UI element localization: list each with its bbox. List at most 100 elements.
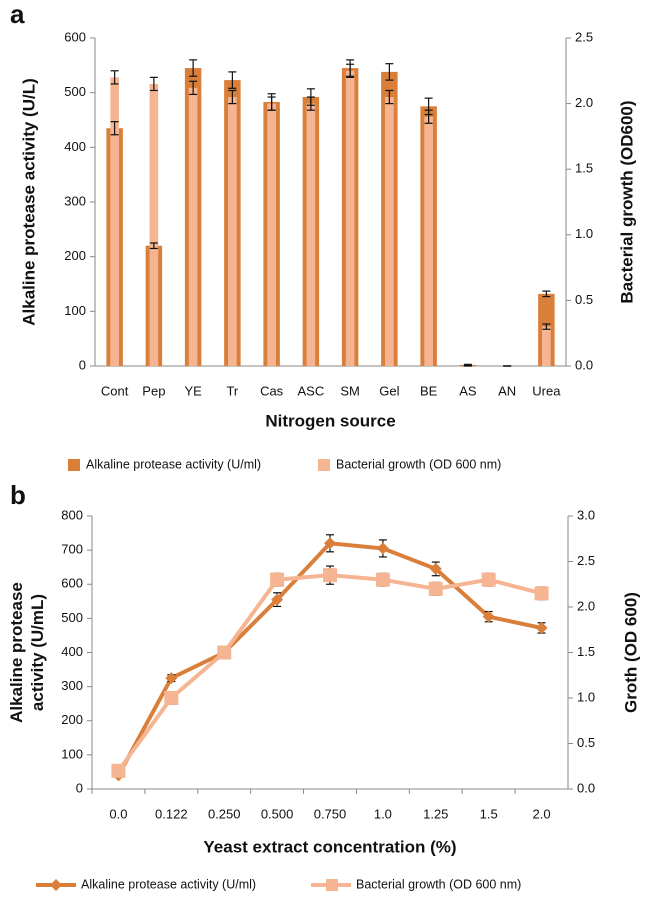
y-tick-label: 400 xyxy=(61,644,83,659)
bar xyxy=(267,103,276,366)
y2-tick-label: 0.0 xyxy=(577,780,595,795)
error-bar xyxy=(306,96,315,111)
x-tick-label: SM xyxy=(340,383,360,398)
marker xyxy=(375,572,390,587)
y-tick-label: 100 xyxy=(61,746,83,761)
y-tick-label: 200 xyxy=(61,712,83,727)
error-bar xyxy=(228,71,237,89)
bar xyxy=(110,77,119,367)
marker xyxy=(164,691,179,705)
legend-label: Alkaline protease activity (U/ml) xyxy=(81,877,256,891)
legend-label: Bacterial growth (OD 600 nm) xyxy=(336,457,501,471)
y2-tick-label: 1.5 xyxy=(577,644,595,659)
y-tick-label: 200 xyxy=(64,248,86,263)
x-tick-label: Urea xyxy=(532,383,561,398)
panel-label: b xyxy=(10,480,26,510)
error-bar xyxy=(110,121,119,136)
y-tick-label: 100 xyxy=(64,303,86,318)
error-bar xyxy=(149,242,158,250)
error-bar xyxy=(346,63,355,78)
error-bar xyxy=(228,89,237,105)
y-tick-label: 600 xyxy=(61,576,83,591)
x-tick-label: 1.25 xyxy=(423,806,448,821)
legend-label: Alkaline protease activity (U/ml) xyxy=(86,457,261,471)
error-bar xyxy=(267,96,276,111)
x-tick-label: 0.250 xyxy=(208,806,241,821)
y-tick-label: 500 xyxy=(61,610,83,625)
marker xyxy=(271,593,284,606)
y-tick-label: 600 xyxy=(64,29,86,44)
marker xyxy=(165,672,178,685)
error-bar xyxy=(189,80,198,96)
marker xyxy=(428,581,443,596)
error-bar xyxy=(463,363,472,367)
bar xyxy=(228,97,237,366)
bar xyxy=(345,70,355,367)
legend-marker xyxy=(50,879,62,891)
x-tick-label: AS xyxy=(459,383,477,398)
x-axis-title: Yeast extract concentration (%) xyxy=(203,837,456,856)
y-tick-label: 300 xyxy=(61,678,83,693)
bar xyxy=(149,83,159,367)
x-tick-label: Pep xyxy=(142,383,165,398)
legend-marker xyxy=(326,879,338,891)
x-tick-label: AN xyxy=(498,383,516,398)
x-tick-label: 0.500 xyxy=(261,806,294,821)
x-tick-label: Cont xyxy=(101,383,129,398)
y2-tick-label: 2.0 xyxy=(577,598,595,613)
marker xyxy=(535,621,548,634)
legend-label: Bacterial growth (OD 600 nm) xyxy=(356,877,521,891)
y-tick-label: 400 xyxy=(64,139,86,154)
marker xyxy=(324,537,336,550)
x-tick-label: 0.750 xyxy=(314,806,347,821)
y-axis-title: activity (U/mL) xyxy=(28,594,47,711)
bar xyxy=(385,97,394,366)
y-tick-label: 800 xyxy=(61,507,83,522)
legend-swatch xyxy=(68,459,80,471)
marker xyxy=(323,568,337,583)
error-bar xyxy=(385,63,394,81)
error-bar xyxy=(385,89,394,105)
marker xyxy=(482,610,495,623)
marker xyxy=(481,572,496,587)
bar xyxy=(542,326,551,366)
error-bar xyxy=(110,70,119,85)
marker xyxy=(376,542,389,555)
x-tick-label: ASC xyxy=(298,383,325,398)
bar xyxy=(188,87,198,366)
x-tick-label: Tr xyxy=(226,383,238,398)
bar xyxy=(424,116,433,366)
y2-tick-label: 1.5 xyxy=(575,161,593,176)
marker xyxy=(534,586,549,601)
y2-tick-label: 1.0 xyxy=(575,226,593,241)
x-tick-label: 2.0 xyxy=(533,806,551,821)
marker xyxy=(429,562,442,575)
x-tick-label: YE xyxy=(184,383,202,398)
error-bar xyxy=(542,290,551,298)
x-tick-label: Cas xyxy=(260,383,284,398)
y-tick-label: 0 xyxy=(79,357,86,372)
y2-axis-title: Groth (OD 600) xyxy=(621,592,640,713)
y2-tick-label: 0.0 xyxy=(575,357,593,372)
y2-tick-label: 0.5 xyxy=(577,735,595,750)
bar xyxy=(306,103,316,366)
y2-tick-label: 2.5 xyxy=(577,553,595,568)
x-tick-label: Gel xyxy=(379,383,399,398)
error-bar xyxy=(149,76,158,92)
marker xyxy=(111,763,126,778)
y-tick-label: 500 xyxy=(64,84,86,99)
y-axis-title: Alkaline protease xyxy=(7,582,26,723)
error-bar xyxy=(189,59,198,77)
marker xyxy=(270,572,285,587)
y2-tick-label: 2.0 xyxy=(575,95,593,110)
error-bar xyxy=(424,109,433,124)
y-tick-label: 700 xyxy=(61,542,83,557)
y2-axis-title: Bacterial growth (OD600) xyxy=(617,100,636,303)
y2-tick-label: 1.0 xyxy=(577,689,595,704)
y-axis-title: Alkaline protease activity (U/L) xyxy=(19,78,38,326)
x-axis-title: Nitrogen source xyxy=(265,411,395,430)
y2-tick-label: 3.0 xyxy=(577,507,595,522)
y-tick-label: 300 xyxy=(64,193,86,208)
x-tick-label: 1.0 xyxy=(374,806,392,821)
